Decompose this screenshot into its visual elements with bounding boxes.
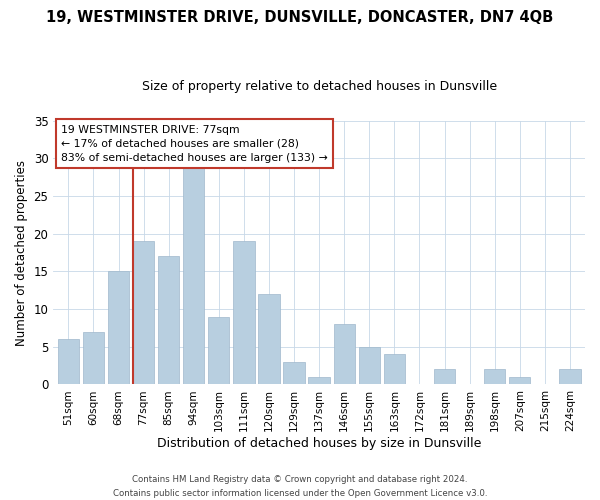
Bar xyxy=(334,324,355,384)
Title: Size of property relative to detached houses in Dunsville: Size of property relative to detached ho… xyxy=(142,80,497,93)
Bar xyxy=(509,377,530,384)
Text: Contains HM Land Registry data © Crown copyright and database right 2024.
Contai: Contains HM Land Registry data © Crown c… xyxy=(113,476,487,498)
Bar xyxy=(208,316,229,384)
Y-axis label: Number of detached properties: Number of detached properties xyxy=(15,160,28,346)
Bar xyxy=(183,166,205,384)
Text: 19 WESTMINSTER DRIVE: 77sqm
← 17% of detached houses are smaller (28)
83% of sem: 19 WESTMINSTER DRIVE: 77sqm ← 17% of det… xyxy=(61,124,328,162)
Bar xyxy=(359,347,380,385)
Bar xyxy=(83,332,104,384)
Bar xyxy=(434,370,455,384)
Bar xyxy=(259,294,280,384)
Bar xyxy=(308,377,330,384)
Bar xyxy=(58,339,79,384)
Bar xyxy=(484,370,505,384)
Bar xyxy=(158,256,179,384)
Bar xyxy=(108,272,129,384)
X-axis label: Distribution of detached houses by size in Dunsville: Distribution of detached houses by size … xyxy=(157,437,481,450)
Bar xyxy=(133,241,154,384)
Text: 19, WESTMINSTER DRIVE, DUNSVILLE, DONCASTER, DN7 4QB: 19, WESTMINSTER DRIVE, DUNSVILLE, DONCAS… xyxy=(46,10,554,25)
Bar xyxy=(559,370,581,384)
Bar xyxy=(283,362,305,384)
Bar xyxy=(233,241,254,384)
Bar xyxy=(384,354,405,384)
